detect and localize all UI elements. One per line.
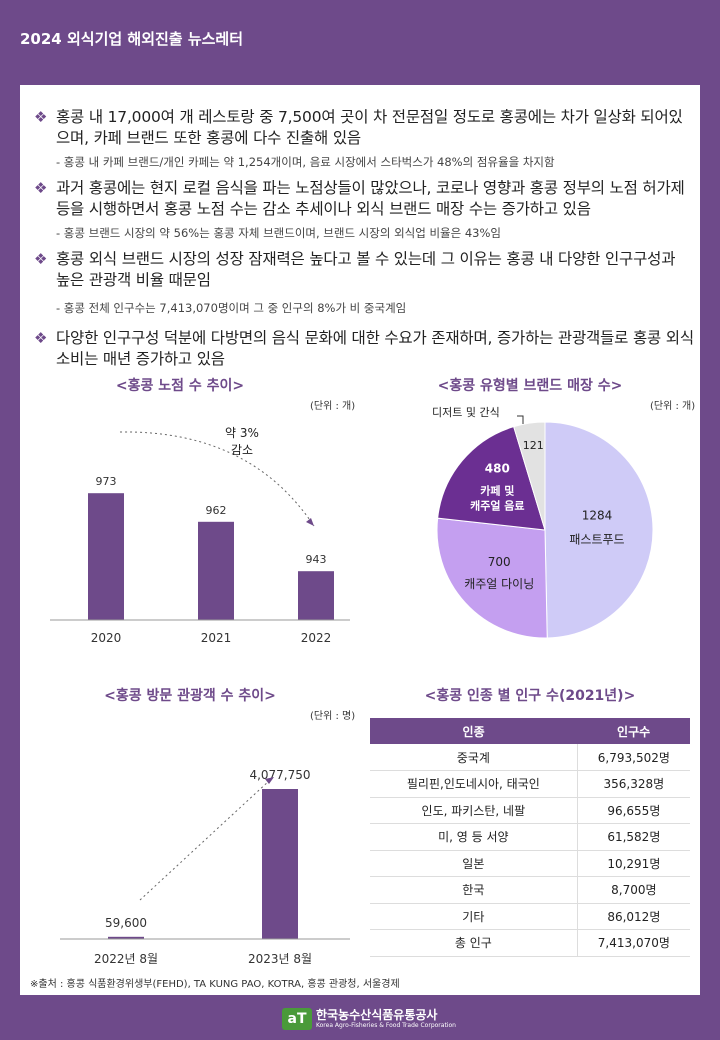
header-bar: 2024 외식기업 해외진출 뉴스레터 [0,0,720,80]
diamond-bullet-icon: ❖ [34,250,48,268]
stall-value-label: 943 [306,553,327,566]
at-logo-mark: aT [282,1008,312,1030]
tourist-value-label: 59,600 [105,916,147,930]
trend-annotation-percent: 약 3% [225,425,259,440]
stall-year-label: 2021 [201,631,232,645]
table-row: 총 인구 7,413,070명 [370,929,690,957]
growth-arrow-head [265,777,274,784]
stall-bar [198,521,234,620]
ethnicity-cell: 인도, 파키스탄, 네팔 [370,797,578,824]
footer: aT 한국농수산식품유통공사 Korea Agro-Fisheries & Fo… [0,1000,720,1040]
population-cell: 86,012명 [577,903,690,930]
bullet-item: ❖ 홍콩 내 17,000여 개 레스토랑 중 7,500여 곳이 차 전문점일 … [34,108,683,147]
bullet-item: ❖ 홍콩 외식 브랜드 시장의 성장 잠재력은 높다고 볼 수 있는데 그 이유는… [34,250,676,289]
trend-annotation-text: 감소 [231,443,253,457]
ethnicity-cell: 중국계 [370,744,578,771]
bullet-item: ❖ 과거 홍콩에는 현지 로컬 음식을 파는 노점상들이 많았으나, 코로나 영향… [34,179,685,218]
stall-bar [88,493,124,620]
bullet-subnote: - 홍콩 전체 인구수는 7,413,070명이며 그 중 인구의 8%가 비 … [56,301,407,315]
tourist-value-label: 4,077,750 [249,768,310,782]
trend-arrow-line [119,431,315,527]
pie-category-label-line1: 카페 및 [480,483,514,497]
table-row: 중국계 6,793,502명 [370,744,690,771]
pie-value-label: 121 [523,439,544,452]
ethnicity-cell: 일본 [370,850,578,877]
population-cell: 6,793,502명 [577,744,690,771]
at-logo-subtitle: Korea Agro-Fisheries & Food Trade Corpor… [316,1021,456,1029]
pie-value-label: 480 [485,461,510,475]
growth-arrow-line [139,779,271,901]
at-logo-name: 한국농수산식품유통공사 [316,1007,438,1022]
population-cell: 8,700명 [577,876,690,904]
pie-slice-casual-dining [436,517,548,639]
tourist-chart-unit: (단위 : 명) [310,711,356,722]
table-row: 일본 10,291명 [370,850,690,877]
trend-arrow-head [306,518,314,526]
table-header-row: 인종 인구수 [370,718,690,744]
tourist-bar-chart: 59,600 2022년 8월 4,077,750 2023년 8월 [60,768,350,966]
population-table: 인종 인구수 중국계 6,793,502명 필리핀,인도네시아, 태국인 356,32… [370,718,690,957]
stall-value-label: 973 [96,475,117,488]
stall-year-label: 2020 [91,631,122,645]
bullet-subnote: - 홍콩 내 카페 브랜드/개인 카페는 약 1,254개이며, 음료 시장에서… [56,155,555,169]
stall-bar [298,571,334,620]
ethnicity-cell: 필리핀,인도네시아, 태국인 [370,770,578,798]
stall-value-label: 962 [206,504,227,517]
population-cell: 61,582명 [577,823,690,851]
population-table-title: <홍콩 인종 별 인구 수(2021년)> [424,688,636,704]
population-cell: 96,655명 [577,797,690,824]
tourist-bar [108,936,144,939]
pie-chart-title: <홍콩 유형별 브랜드 매장 수> [437,378,623,394]
table-row: 미, 영 등 서양 61,582명 [370,823,690,851]
stall-bar-chart: 973 2020 962 2021 943 2022 약 3% 감소 [50,425,350,645]
table-header-ethnicity: 인종 [370,718,578,744]
tourist-period-label: 2023년 8월 [248,952,312,966]
table-row: 인도, 파키스탄, 네팔 96,655명 [370,797,690,824]
population-cell: 356,328명 [577,770,690,798]
newsletter-title: 2024 외식기업 해외진출 뉴스레터 [20,30,244,48]
pie-category-label: 패스트푸드 [569,532,624,546]
pie-chart-unit: (단위 : 개) [650,401,696,412]
diamond-bullet-icon: ❖ [34,179,48,197]
pie-outside-label: 디저트 및 간식 [432,406,500,419]
table-row: 한국 8,700명 [370,876,690,904]
bullet-item: ❖ 다양한 인구구성 덕분에 다방면의 음식 문화에 대한 수요가 존재하며, 증… [34,329,694,368]
population-cell: 7,413,070명 [577,929,690,957]
ethnicity-cell: 기타 [370,903,578,930]
table-row: 필리핀,인도네시아, 태국인 356,328명 [370,770,690,798]
tourist-bar [262,789,298,939]
table-row: 기타 86,012명 [370,903,690,930]
bullet-subnote: - 홍콩 브랜드 시장의 약 56%는 홍콩 자체 브랜드이며, 브랜드 시장의… [56,226,502,240]
stall-year-label: 2022 [301,631,332,645]
pie-value-label: 1284 [582,508,613,522]
pie-slice-dessert [513,421,546,531]
stall-chart-title: <홍콩 노점 수 추이> [115,378,245,394]
pie-category-label-line2: 캐주얼 음료 [470,498,524,512]
bullet-list: ❖ 홍콩 내 17,000여 개 레스토랑 중 7,500여 곳이 차 전문점일 … [34,107,694,370]
at-logo: aT 한국농수산식품유통공사 Korea Agro-Fisheries & Fo… [282,1008,456,1030]
pie-callout-line [517,415,524,424]
pie-category-label: 캐주얼 다이닝 [464,577,534,591]
pie-slice-cafe [437,426,546,531]
pie-slice-fastfood [544,421,654,639]
tourist-chart-title: <홍콩 방문 관광객 수 추이> [104,688,276,704]
stall-chart-unit: (단위 : 개) [310,401,356,412]
table-header-population: 인구수 [577,718,690,744]
diamond-bullet-icon: ❖ [34,329,48,347]
pie-value-label: 700 [488,555,511,569]
tourist-period-label: 2022년 8월 [94,952,158,966]
source-note: ※출처 : 홍콩 식품환경위생부(FEHD), TA KUNG PAO, KOT… [30,979,400,990]
population-cell: 10,291명 [577,850,690,877]
ethnicity-cell: 한국 [370,876,578,904]
ethnicity-cell: 총 인구 [370,929,578,957]
ethnicity-cell: 미, 영 등 서양 [370,823,578,851]
diamond-bullet-icon: ❖ [34,108,48,126]
content-panel: ❖ 홍콩 내 17,000여 개 레스토랑 중 7,500여 곳이 차 전문점일 … [20,85,700,995]
